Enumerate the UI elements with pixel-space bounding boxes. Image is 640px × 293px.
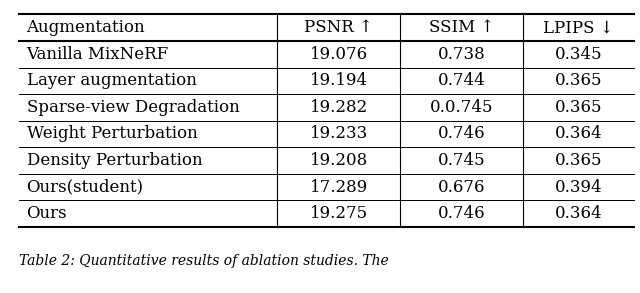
- Text: 0.364: 0.364: [554, 205, 602, 222]
- Text: 0.394: 0.394: [554, 178, 602, 195]
- Text: 0.745: 0.745: [438, 152, 485, 169]
- Text: PSNR ↑: PSNR ↑: [304, 19, 373, 36]
- Text: Sparse-view Degradation: Sparse-view Degradation: [27, 99, 239, 116]
- Text: 0.365: 0.365: [554, 99, 602, 116]
- Text: SSIM ↑: SSIM ↑: [429, 19, 494, 36]
- Text: LPIPS ↓: LPIPS ↓: [543, 19, 614, 36]
- Text: 19.275: 19.275: [310, 205, 368, 222]
- Text: 0.746: 0.746: [438, 125, 485, 142]
- Text: 0.744: 0.744: [438, 72, 486, 89]
- Text: Ours(student): Ours(student): [27, 178, 144, 195]
- Text: 0.676: 0.676: [438, 178, 485, 195]
- Text: Vanilla MixNeRF: Vanilla MixNeRF: [27, 46, 169, 63]
- Text: 0.746: 0.746: [438, 205, 485, 222]
- Text: 19.208: 19.208: [310, 152, 368, 169]
- Text: 0.345: 0.345: [554, 46, 602, 63]
- Text: Augmentation: Augmentation: [27, 19, 145, 36]
- Text: Weight Perturbation: Weight Perturbation: [27, 125, 197, 142]
- Text: 0.365: 0.365: [554, 72, 602, 89]
- Text: 19.194: 19.194: [310, 72, 368, 89]
- Text: Layer augmentation: Layer augmentation: [27, 72, 196, 89]
- Text: 0.738: 0.738: [438, 46, 486, 63]
- Text: 19.233: 19.233: [310, 125, 368, 142]
- Text: 17.289: 17.289: [310, 178, 368, 195]
- Text: 19.076: 19.076: [310, 46, 368, 63]
- Text: Ours: Ours: [27, 205, 67, 222]
- Text: 0.0.745: 0.0.745: [430, 99, 493, 116]
- Text: 0.365: 0.365: [554, 152, 602, 169]
- Text: Table 2: Quantitative results of ablation studies. The: Table 2: Quantitative results of ablatio…: [19, 254, 389, 268]
- Text: 0.364: 0.364: [554, 125, 602, 142]
- Text: Density Perturbation: Density Perturbation: [27, 152, 202, 169]
- Text: 19.282: 19.282: [310, 99, 368, 116]
